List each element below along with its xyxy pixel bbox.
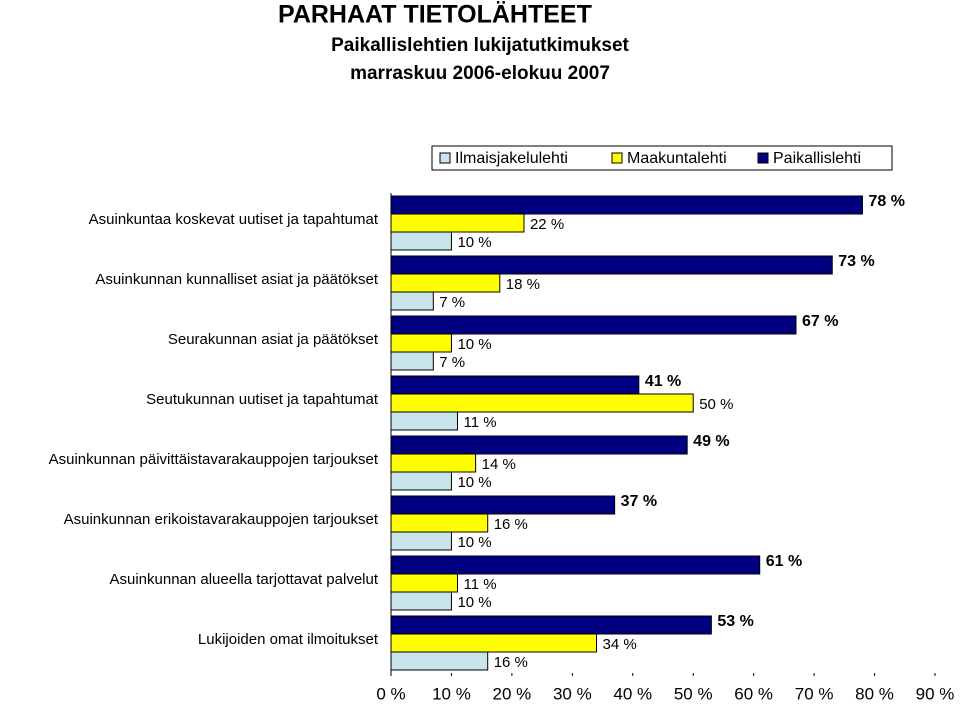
x-tick-label: 30 % — [553, 684, 592, 703]
bar — [390, 375, 640, 395]
value-label: 10 % — [457, 534, 491, 551]
value-label: 37 % — [621, 493, 657, 510]
category-label: Asuinkunnan päivittäistavarakauppojen ta… — [49, 451, 379, 468]
value-label: 10 % — [457, 234, 491, 251]
bar — [390, 231, 452, 251]
category-label: Lukijoiden omat ilmoitukset — [198, 631, 379, 648]
value-label: 34 % — [603, 636, 637, 653]
bar — [390, 651, 489, 671]
value-label: 10 % — [457, 474, 491, 491]
x-tick-label: 10 % — [432, 684, 471, 703]
bar — [390, 291, 434, 311]
x-tick-label: 90 % — [916, 684, 955, 703]
value-label: 16 % — [494, 516, 528, 533]
bar — [390, 351, 434, 371]
chart-title: PARHAAT TIETOLÄHTEET — [278, 1, 592, 29]
value-label: 50 % — [699, 396, 733, 413]
category-label: Asuinkunnan alueella tarjottavat palvelu… — [109, 571, 378, 588]
value-label: 73 % — [838, 253, 874, 270]
category-label: Asuinkuntaa koskevat uutiset ja tapahtum… — [89, 211, 379, 228]
bar — [390, 633, 598, 653]
bar — [390, 495, 616, 515]
x-tick-label: 70 % — [795, 684, 834, 703]
legend-swatch — [439, 152, 451, 164]
value-label: 10 % — [457, 336, 491, 353]
bar — [390, 315, 797, 335]
legend-swatch — [611, 152, 623, 164]
x-tick-label: 50 % — [674, 684, 713, 703]
x-tick-label: 60 % — [734, 684, 773, 703]
value-label: 53 % — [717, 613, 753, 630]
value-label: 11 % — [463, 576, 496, 593]
value-label: 18 % — [506, 276, 540, 293]
bar — [390, 573, 458, 593]
bar — [390, 591, 452, 611]
bar — [390, 255, 833, 275]
bar — [390, 531, 452, 551]
legend-label: Ilmaisjakelulehti — [455, 150, 568, 167]
chart-subtitle: Paikallislehtien lukijatutkimukset — [331, 35, 629, 56]
legend-swatch — [757, 152, 769, 164]
bar — [390, 411, 458, 431]
bar — [390, 555, 761, 575]
x-tick-label: 40 % — [613, 684, 652, 703]
value-label: 7 % — [439, 294, 465, 311]
x-tick-label: 0 % — [376, 684, 405, 703]
value-label: 78 % — [868, 193, 904, 210]
category-label: Seutukunnan uutiset ja tapahtumat — [146, 391, 379, 408]
value-label: 10 % — [457, 594, 491, 611]
x-tick-label: 80 % — [855, 684, 894, 703]
bar — [390, 615, 712, 635]
category-label: Asuinkunnan erikoistavarakauppojen tarjo… — [64, 511, 379, 528]
category-label: Seurakunnan asiat ja päätökset — [168, 331, 379, 348]
value-label: 49 % — [693, 433, 729, 450]
legend-box — [431, 145, 893, 171]
bar — [390, 453, 477, 473]
bar — [390, 333, 452, 353]
value-label: 16 % — [494, 654, 528, 671]
value-label: 11 % — [463, 414, 496, 431]
value-label: 67 % — [802, 313, 838, 330]
bar — [390, 213, 525, 233]
x-tick-label: 20 % — [493, 684, 532, 703]
bar — [390, 471, 452, 491]
bar — [390, 393, 694, 413]
value-label: 61 % — [766, 553, 802, 570]
value-label: 14 % — [482, 456, 516, 473]
value-label: 41 % — [645, 373, 681, 390]
chart-subtitle: marraskuu 2006-elokuu 2007 — [350, 63, 610, 84]
category-label: Asuinkunnan kunnalliset asiat ja päätöks… — [95, 271, 379, 288]
value-label: 22 % — [530, 216, 564, 233]
bar — [390, 195, 863, 215]
legend-label: Paikallislehti — [773, 150, 861, 167]
legend-label: Maakuntalehti — [627, 150, 727, 167]
bar — [390, 273, 501, 293]
bar — [390, 513, 489, 533]
value-label: 7 % — [439, 354, 465, 371]
bar — [390, 435, 688, 455]
